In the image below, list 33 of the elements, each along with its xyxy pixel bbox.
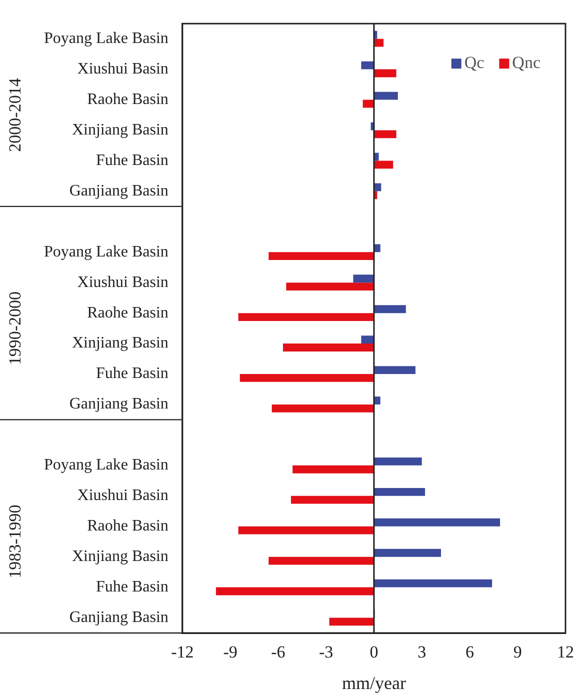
x-axis-title: mm/year	[342, 672, 406, 693]
x-tick-label: 6	[465, 642, 474, 662]
x-tick-label: -9	[223, 642, 238, 662]
x-tick-label: -12	[171, 642, 194, 662]
y-tick-label: Xiushui Basin	[77, 274, 168, 291]
x-tick-label: 9	[513, 642, 522, 662]
y-tick-label: Xinjiang Basin	[72, 121, 168, 138]
y-tick-label: Ganjiang Basin	[69, 608, 168, 626]
y-tick-label: Xinjiang Basin	[72, 548, 168, 566]
y-tick-label: Ganjiang Basin	[69, 396, 168, 413]
y-tick-label: Raohe Basin	[87, 304, 168, 322]
y-tick-label: Poyang Lake Basin	[44, 30, 168, 48]
x-tick-label: -6	[271, 642, 286, 662]
y-tick-label: Poyang Lake Basin	[44, 456, 168, 474]
legend-label: Qc	[464, 53, 485, 72]
y-tick-label: Xiushui Basin	[77, 487, 168, 504]
y-tick-label: Raohe Basin	[87, 90, 168, 108]
y-tick-label: Ganjiang Basin	[69, 182, 168, 200]
y-tick-label: Xiushui Basin	[77, 60, 168, 78]
x-tick-label: 0	[370, 642, 378, 662]
x-tick-label: -3	[318, 642, 334, 662]
y-tick-label: Fuhe Basin	[96, 365, 168, 382]
text: 1990-2000	[5, 291, 24, 366]
y-tick-label: Raohe Basin	[87, 518, 168, 535]
y-tick-label: Xinjiang Basin	[72, 334, 168, 352]
y-tick-label: Fuhe Basin	[96, 152, 168, 169]
y-tick-label: Fuhe Basin	[96, 578, 168, 596]
y-tick-label: Poyang Lake Basin	[44, 243, 168, 260]
x-tick-label: 3	[418, 642, 426, 662]
text: 1983-1990	[5, 504, 24, 578]
text: 2000-2014	[5, 78, 24, 152]
x-tick-label: 12	[557, 642, 574, 662]
legend-label: Qnc	[512, 53, 541, 72]
